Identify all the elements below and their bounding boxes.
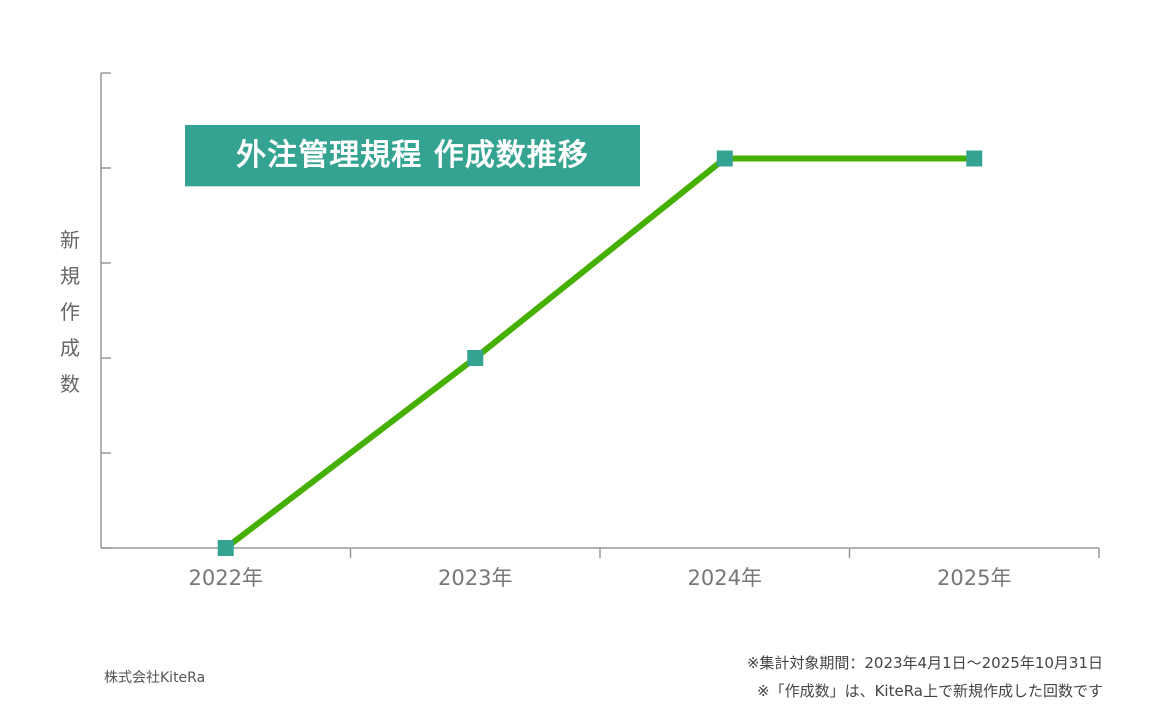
x-tick-label: 2025年 [937, 566, 1012, 590]
company-name: 株式会社KiteRa [104, 670, 206, 686]
period-note: ※集計対象期間：2023年4月1日〜2025年10月31日 [746, 654, 1103, 672]
chart-title: 外注管理規程 作成数推移 [185, 125, 640, 187]
data-point [966, 150, 983, 167]
x-tick-label: 2023年 [438, 566, 513, 590]
y-axis-label: 新規作成数 [60, 228, 80, 396]
data-point [716, 150, 733, 167]
data-point [467, 350, 484, 366]
data-point [217, 540, 234, 556]
series-line [223, 155, 975, 551]
definition-note: ※「作成数」は、KiteRa上で新規作成した回数です [757, 682, 1103, 700]
x-tick-label: 2024年 [687, 566, 762, 590]
x-tick-label: 2022年 [188, 566, 263, 590]
